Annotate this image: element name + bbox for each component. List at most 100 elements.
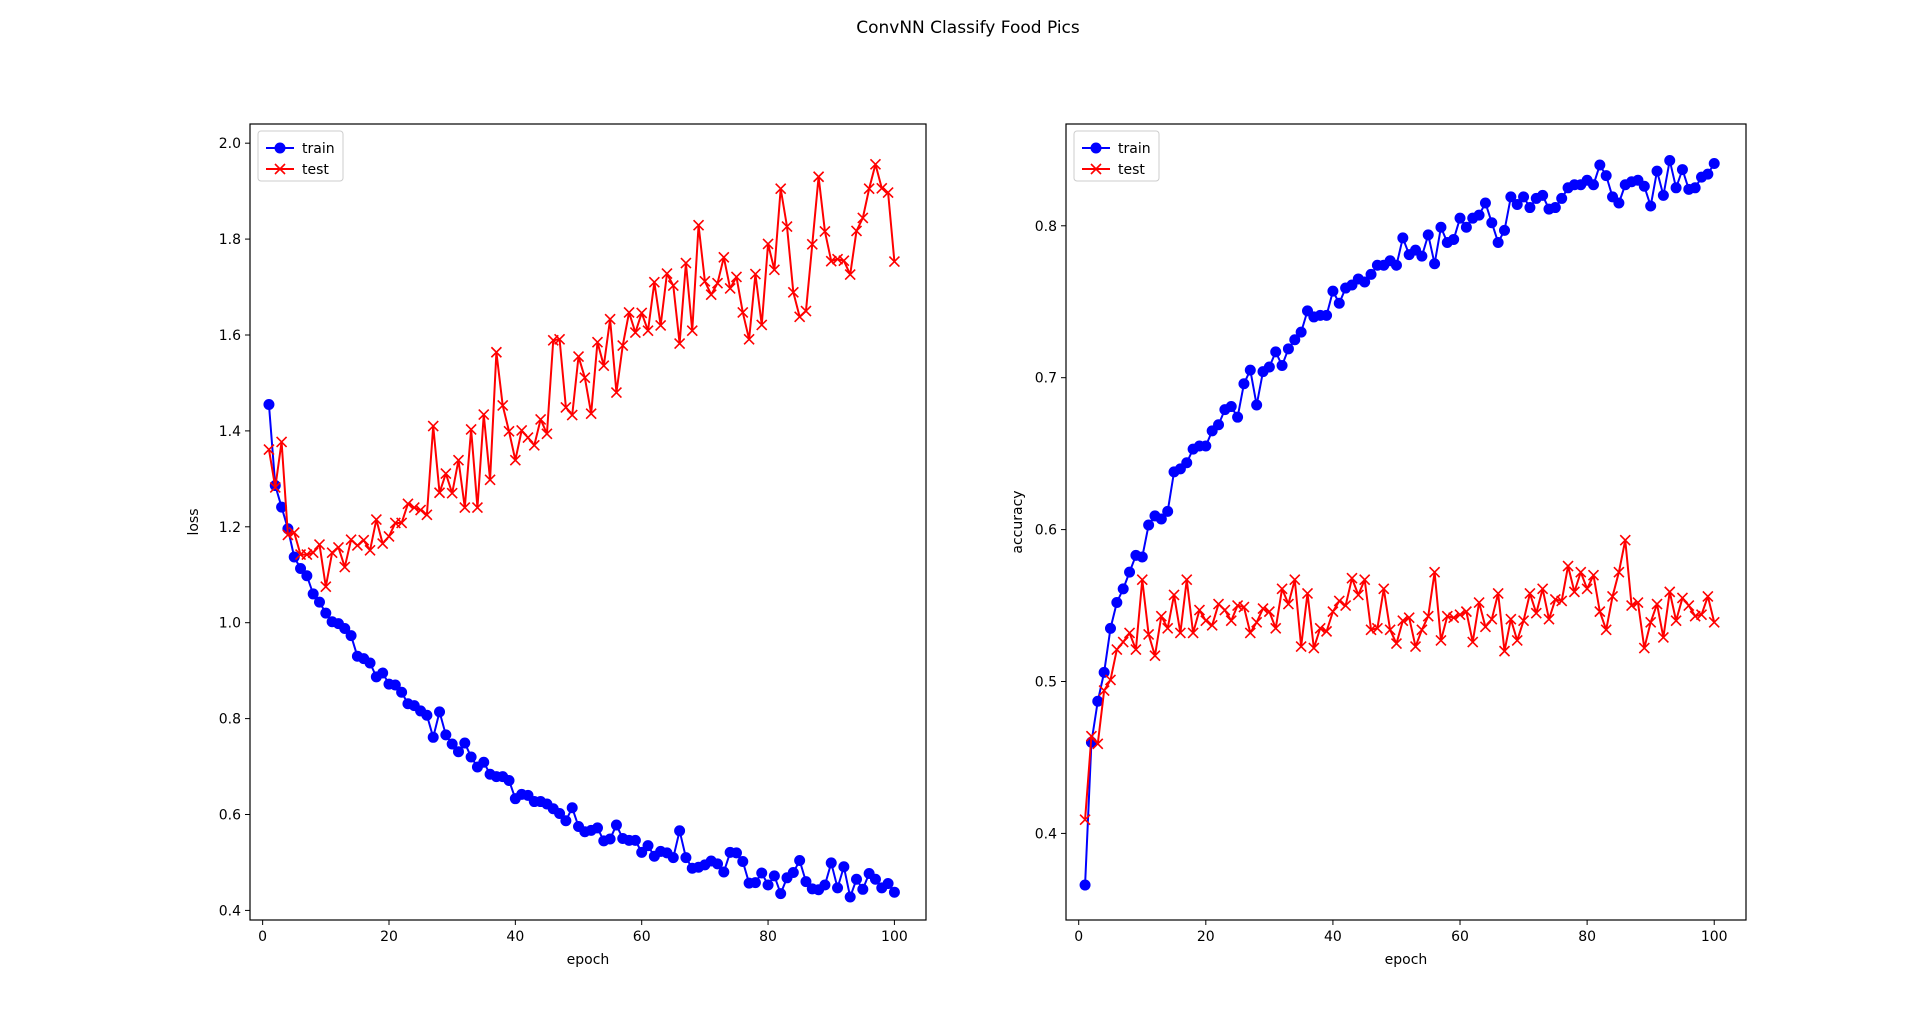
test-point xyxy=(433,487,446,499)
test-point xyxy=(711,277,724,289)
train-point xyxy=(427,731,439,743)
test-point xyxy=(288,526,300,539)
test-point xyxy=(1270,622,1282,634)
x-tick-label: 40 xyxy=(1324,929,1342,945)
train-point xyxy=(313,596,325,608)
train-point xyxy=(566,802,578,814)
test-point xyxy=(1492,587,1504,599)
test-point xyxy=(1314,622,1326,634)
train-point xyxy=(459,737,471,749)
y-tick-label: 0.8 xyxy=(1035,219,1057,235)
train-point xyxy=(1263,361,1275,373)
x-tick-label: 100 xyxy=(1701,929,1728,945)
train-point xyxy=(857,883,869,895)
train-point xyxy=(825,857,837,869)
train-point xyxy=(794,855,806,867)
train-point xyxy=(762,879,774,891)
test-point xyxy=(509,454,521,466)
train-point xyxy=(1422,229,1434,241)
train-point xyxy=(642,840,654,852)
figure-title: ConvNN Classify Food Pics xyxy=(856,18,1080,38)
test-point xyxy=(648,276,660,288)
x-tick-label: 60 xyxy=(1451,929,1469,945)
x-tick-label: 20 xyxy=(380,929,398,945)
y-tick-label: 0.7 xyxy=(1035,371,1057,387)
test-point xyxy=(579,372,591,384)
test-point xyxy=(452,454,465,466)
test-point xyxy=(1371,622,1383,634)
test-point xyxy=(781,221,793,233)
test-point xyxy=(263,444,275,456)
test-point xyxy=(1657,631,1669,644)
test-point xyxy=(1390,637,1403,650)
test-point xyxy=(699,275,711,287)
train-point xyxy=(1327,285,1339,297)
test-point xyxy=(1378,583,1390,595)
train-point xyxy=(756,867,768,879)
test-point xyxy=(1276,583,1288,595)
train-point xyxy=(1397,232,1409,244)
test-point xyxy=(1079,814,1091,826)
test-point xyxy=(1537,583,1549,595)
test-point xyxy=(358,534,370,546)
test-point xyxy=(1651,598,1663,610)
train-point xyxy=(1200,440,1212,452)
test-point xyxy=(636,307,648,319)
test-point xyxy=(402,498,414,510)
train-point xyxy=(1511,199,1523,211)
train-point xyxy=(888,886,900,898)
test-point xyxy=(1467,636,1479,648)
train-point xyxy=(307,588,319,600)
test-point xyxy=(560,401,572,413)
test-point xyxy=(1130,644,1142,656)
legend-test-marker xyxy=(274,163,286,175)
train-point xyxy=(1651,165,1663,177)
accuracy-chart-panel: 0 20 40 60 80 100 0.4 0.5 0.6 0.7 0.8 epoch accuracy… xyxy=(1010,123,1747,968)
legend: train test xyxy=(1073,130,1160,182)
series-train xyxy=(1079,154,1720,891)
test-point xyxy=(629,327,641,339)
test-point xyxy=(1454,609,1466,621)
legend-test-label: test xyxy=(1118,162,1145,178)
test-point xyxy=(1664,586,1676,598)
test-point xyxy=(320,581,332,593)
train-point xyxy=(1155,513,1167,525)
train-point xyxy=(1473,209,1485,221)
y-tick-label: 0.6 xyxy=(1035,523,1057,539)
test-point xyxy=(301,549,313,561)
test-point xyxy=(471,502,484,514)
train-point xyxy=(1181,457,1193,469)
test-point xyxy=(370,514,382,526)
series-train xyxy=(263,399,900,903)
test-point xyxy=(1162,622,1174,634)
train-point xyxy=(339,622,351,634)
test-point xyxy=(1263,606,1275,618)
train-point xyxy=(1282,343,1294,355)
y-tick-label: 0.6 xyxy=(219,808,241,824)
test-point xyxy=(1524,587,1536,599)
train-point xyxy=(377,667,389,679)
train-point xyxy=(1251,399,1263,411)
test-point xyxy=(1422,610,1434,622)
train-point xyxy=(389,679,401,691)
test-point xyxy=(1104,674,1117,686)
legend: train test xyxy=(257,130,344,182)
test-point xyxy=(1327,606,1339,618)
test-point xyxy=(674,338,686,350)
test-point xyxy=(882,187,894,199)
test-point xyxy=(1225,615,1237,627)
test-point xyxy=(1441,610,1453,622)
train-point xyxy=(749,877,761,889)
test-point xyxy=(503,425,515,437)
series-test xyxy=(263,158,900,593)
test-point xyxy=(522,432,534,444)
loss-chart-panel: 0 20 40 60 80 100 0.4 0.6 0.8 1.0 1.2 1.4 1.6 1.8 2.0 e… xyxy=(186,123,927,968)
test-point xyxy=(1619,534,1631,546)
test-point xyxy=(787,286,799,298)
test-point xyxy=(1632,596,1644,609)
test-point xyxy=(806,238,818,250)
test-point xyxy=(1289,574,1301,586)
train-point xyxy=(1613,197,1625,209)
test-point xyxy=(1187,627,1199,639)
test-point xyxy=(1486,613,1498,625)
